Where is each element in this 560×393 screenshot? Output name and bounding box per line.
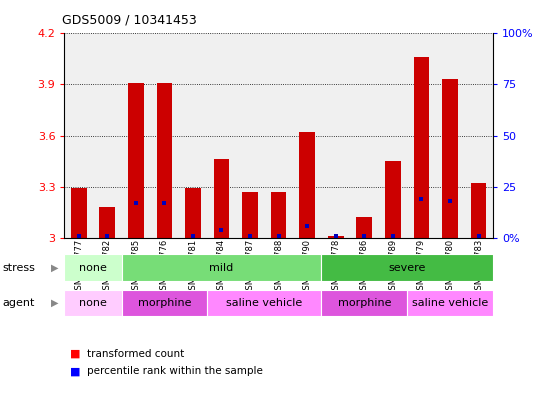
Bar (185, 188, 201, 238)
Text: none: none (79, 298, 107, 308)
Bar (242, 192, 258, 238)
Bar (442, 79, 458, 238)
Bar (64, 254, 122, 281)
Bar (128, 83, 144, 238)
Text: saline vehicle: saline vehicle (412, 298, 488, 308)
Bar (122, 254, 321, 281)
Bar (207, 290, 321, 316)
Bar (122, 290, 207, 316)
Bar (321, 290, 407, 316)
Bar (470, 183, 487, 238)
Text: none: none (79, 263, 107, 273)
Text: morphine: morphine (138, 298, 191, 308)
Text: GDS5009 / 10341453: GDS5009 / 10341453 (62, 14, 197, 27)
Text: transformed count: transformed count (87, 349, 184, 359)
Bar (213, 160, 230, 238)
Text: ▶: ▶ (52, 298, 59, 308)
Bar (413, 57, 430, 238)
Bar (407, 290, 493, 316)
Bar (299, 132, 315, 238)
Bar (321, 254, 493, 281)
Text: agent: agent (3, 298, 35, 308)
Text: saline vehicle: saline vehicle (226, 298, 302, 308)
Bar (385, 161, 401, 238)
Bar (328, 236, 344, 238)
Bar (156, 83, 172, 238)
Bar (270, 192, 287, 238)
Bar (356, 217, 372, 238)
Text: stress: stress (3, 263, 36, 273)
Text: percentile rank within the sample: percentile rank within the sample (87, 366, 263, 376)
Text: mild: mild (209, 263, 234, 273)
Text: ■: ■ (70, 349, 81, 359)
Bar (99, 207, 115, 238)
Text: ▶: ▶ (52, 263, 59, 273)
Text: morphine: morphine (338, 298, 391, 308)
Bar (71, 188, 87, 238)
Bar (64, 290, 122, 316)
Text: severe: severe (389, 263, 426, 273)
Text: ■: ■ (70, 366, 81, 376)
